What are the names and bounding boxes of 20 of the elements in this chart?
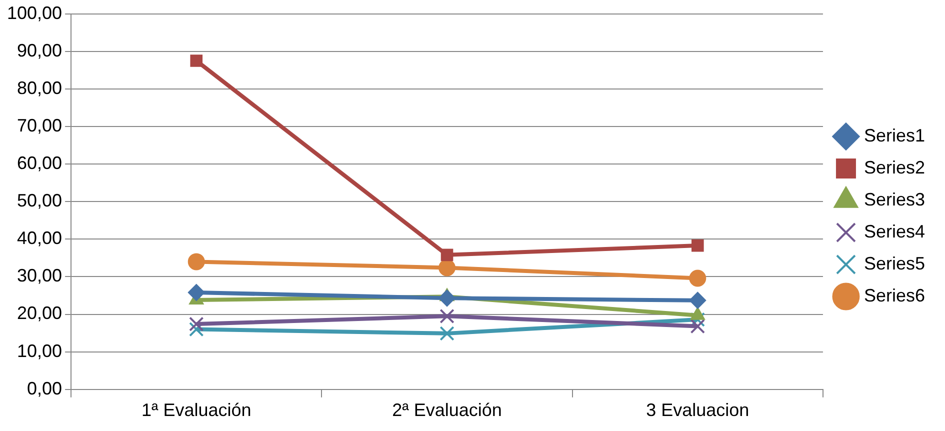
y-tick-label: 100,00: [6, 2, 62, 23]
y-tick-label: 40,00: [17, 228, 62, 248]
legend-label: Series2: [864, 157, 925, 178]
y-tick-label: 30,00: [17, 266, 62, 286]
x-tick-label: 2ª Evaluación: [392, 400, 502, 420]
legend-label: Series1: [864, 125, 925, 146]
y-tick-label: 50,00: [17, 190, 62, 211]
y-tick-label: 0,00: [27, 378, 62, 398]
x-tick-label: 1ª Evaluación: [142, 400, 252, 420]
legend-label: Series3: [864, 189, 925, 210]
y-tick-label: 60,00: [17, 153, 62, 174]
legend-label: Series6: [864, 285, 925, 306]
y-tick-label: 10,00: [17, 340, 62, 361]
y-tick-label: 20,00: [17, 303, 62, 324]
legend-label: Series4: [864, 221, 925, 242]
y-tick-label: 90,00: [17, 40, 62, 60]
x-tick-label: 3 Evaluacion: [646, 400, 750, 420]
y-tick-label: 70,00: [17, 115, 62, 136]
legend-label: Series5: [864, 253, 925, 274]
y-tick-label: 80,00: [17, 78, 62, 98]
